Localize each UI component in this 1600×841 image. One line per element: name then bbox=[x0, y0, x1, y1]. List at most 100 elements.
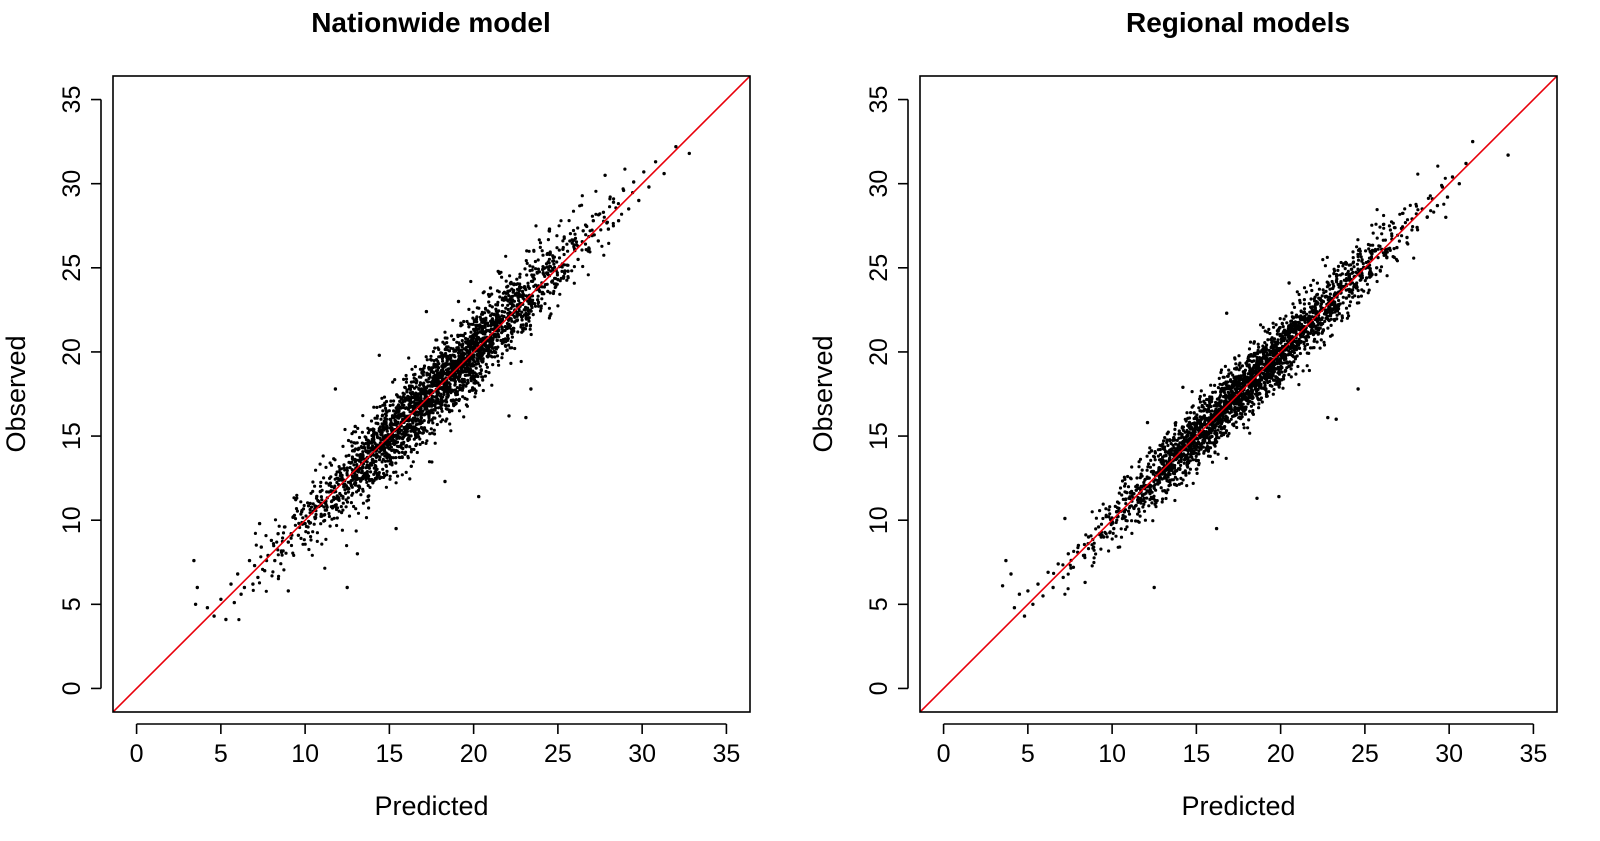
data-point bbox=[1292, 351, 1296, 355]
data-point bbox=[352, 463, 356, 467]
data-point bbox=[492, 323, 496, 327]
data-point bbox=[375, 433, 379, 437]
data-point bbox=[1265, 330, 1270, 334]
data-point bbox=[283, 525, 287, 529]
data-point bbox=[390, 428, 394, 432]
data-point bbox=[530, 279, 535, 283]
data-point bbox=[1142, 509, 1147, 513]
data-point bbox=[1123, 482, 1127, 486]
data-point bbox=[343, 488, 347, 492]
data-point bbox=[349, 481, 353, 485]
data-point bbox=[330, 517, 334, 521]
data-point bbox=[509, 339, 513, 343]
data-point bbox=[538, 241, 543, 245]
data-point bbox=[404, 470, 408, 474]
data-point bbox=[384, 485, 388, 489]
data-point bbox=[454, 398, 458, 402]
data-point bbox=[1287, 331, 1292, 335]
data-point bbox=[361, 477, 365, 481]
data-point bbox=[572, 265, 577, 269]
data-point bbox=[1066, 572, 1070, 576]
data-point bbox=[1251, 409, 1255, 413]
data-point bbox=[478, 364, 482, 368]
data-point bbox=[500, 303, 505, 307]
data-point bbox=[361, 450, 365, 454]
data-point bbox=[343, 427, 347, 432]
data-point bbox=[546, 251, 550, 256]
data-point bbox=[541, 267, 545, 272]
data-point bbox=[452, 337, 456, 342]
data-point bbox=[477, 494, 481, 499]
data-point bbox=[450, 409, 454, 413]
data-point bbox=[247, 558, 252, 563]
data-point bbox=[1114, 520, 1118, 525]
x-tick-label: 5 bbox=[214, 740, 228, 768]
data-point bbox=[413, 392, 417, 396]
data-point bbox=[1183, 430, 1187, 434]
data-point bbox=[1271, 392, 1275, 396]
data-point bbox=[1347, 294, 1351, 298]
data-point bbox=[1303, 347, 1307, 351]
data-point bbox=[475, 353, 479, 358]
data-point bbox=[1227, 368, 1231, 372]
data-point bbox=[1138, 514, 1142, 518]
data-point bbox=[1187, 430, 1191, 434]
data-point bbox=[472, 318, 476, 322]
data-point bbox=[454, 401, 458, 406]
data-point bbox=[408, 423, 412, 427]
data-point bbox=[359, 452, 363, 457]
data-point bbox=[366, 431, 370, 435]
data-point bbox=[1268, 331, 1272, 336]
data-point bbox=[425, 403, 429, 407]
data-point bbox=[333, 477, 337, 481]
data-point bbox=[410, 367, 414, 371]
data-point bbox=[1150, 501, 1154, 505]
data-point bbox=[1225, 374, 1230, 378]
data-point bbox=[412, 386, 417, 390]
data-point bbox=[457, 341, 461, 345]
data-point bbox=[481, 360, 485, 364]
data-point bbox=[350, 457, 354, 461]
data-point bbox=[516, 291, 520, 295]
data-point bbox=[1392, 255, 1396, 259]
data-point bbox=[1195, 471, 1199, 475]
data-point bbox=[405, 444, 409, 448]
data-point bbox=[506, 337, 510, 341]
data-point bbox=[513, 346, 517, 351]
data-point bbox=[1066, 587, 1070, 591]
data-point bbox=[1328, 334, 1333, 338]
data-point bbox=[1158, 452, 1163, 457]
data-point bbox=[330, 485, 334, 489]
data-point bbox=[1298, 301, 1302, 305]
data-point bbox=[497, 335, 501, 339]
data-point bbox=[1374, 273, 1378, 277]
data-point bbox=[414, 423, 418, 427]
data-point bbox=[379, 432, 383, 437]
data-point bbox=[510, 294, 514, 298]
data-point bbox=[524, 324, 529, 328]
data-point bbox=[450, 388, 454, 392]
data-point bbox=[308, 501, 312, 506]
data-point bbox=[324, 481, 328, 485]
data-point bbox=[350, 478, 354, 482]
scatter-points bbox=[192, 145, 691, 622]
data-point bbox=[562, 252, 566, 257]
data-point bbox=[1309, 305, 1313, 309]
data-point bbox=[284, 551, 288, 555]
data-point bbox=[327, 514, 331, 519]
data-point bbox=[1345, 316, 1349, 320]
data-point bbox=[1270, 340, 1274, 344]
data-point bbox=[505, 326, 509, 331]
data-point bbox=[1397, 239, 1401, 243]
data-point bbox=[413, 430, 417, 434]
data-point bbox=[1248, 384, 1252, 388]
data-point bbox=[581, 264, 585, 269]
data-point bbox=[508, 281, 512, 285]
data-point bbox=[517, 298, 521, 303]
data-point bbox=[395, 436, 399, 440]
data-point bbox=[1333, 310, 1337, 314]
data-point bbox=[232, 600, 236, 605]
data-point bbox=[1323, 319, 1327, 323]
data-point bbox=[1237, 380, 1241, 384]
data-point bbox=[333, 504, 337, 508]
